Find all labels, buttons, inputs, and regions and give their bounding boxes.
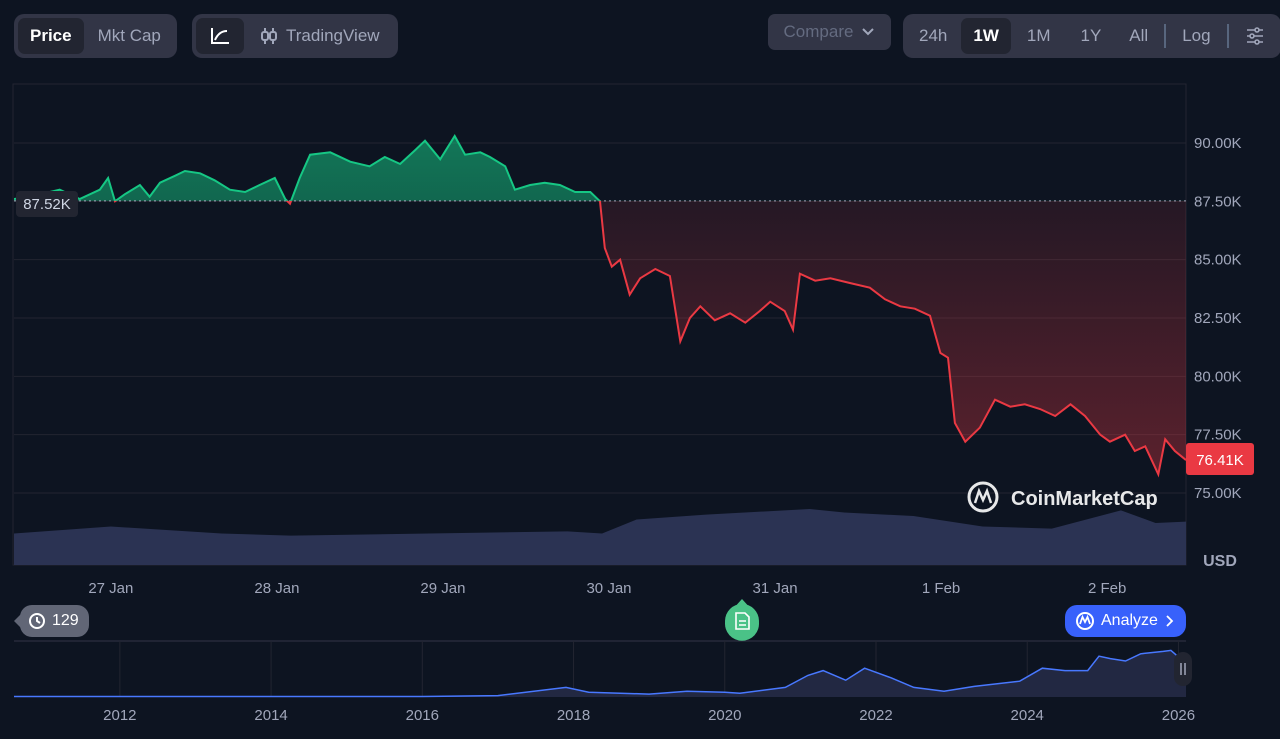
metric-toggle: Price Mkt Cap — [14, 14, 177, 58]
baseline-value: 87.52K — [23, 196, 71, 213]
price-area-above-baseline — [14, 136, 600, 201]
navigator-tick-label: 2024 — [1011, 707, 1044, 724]
x-tick-label: 30 Jan — [586, 580, 631, 597]
analyze-button[interactable]: Analyze — [1065, 605, 1186, 637]
y-tick-label: 90.00K — [1194, 135, 1242, 152]
navigator-tick-label: 2012 — [103, 707, 136, 724]
navigator-handle[interactable] — [1174, 652, 1192, 686]
sliders-icon — [1246, 27, 1263, 45]
news-marker[interactable] — [724, 599, 759, 641]
y-tick-label: 77.50K — [1194, 427, 1242, 444]
line-chart-icon — [211, 28, 229, 44]
log-scale-toggle[interactable]: Log — [1182, 26, 1211, 45]
watermark-text: CoinMarketCap — [1011, 488, 1158, 510]
y-tick-label: 75.00K — [1194, 485, 1242, 502]
range-1y[interactable]: 1Y — [1080, 26, 1102, 45]
price-tab[interactable]: Price — [18, 18, 84, 54]
chevron-down-icon — [862, 28, 875, 36]
currency-label: USD — [1203, 553, 1237, 570]
line-chart-button[interactable] — [196, 18, 244, 54]
settings-button[interactable] — [1233, 18, 1277, 54]
navigator-tick-label: 2020 — [708, 707, 741, 724]
navigator-tick-label: 2018 — [557, 707, 590, 724]
x-tick-label: 2 Feb — [1088, 580, 1126, 597]
y-tick-label: 80.00K — [1194, 368, 1242, 385]
tradingview-label: TradingView — [286, 26, 380, 45]
navigator-line — [14, 649, 1187, 698]
x-tick-label: 29 Jan — [420, 580, 465, 597]
document-icon — [735, 612, 750, 630]
navigator-tick-label: 2014 — [254, 707, 287, 724]
y-axis: 75.00K 77.50K 80.00K 82.50K 85.00K 87.50K 90.0… — [1194, 135, 1242, 502]
navigator-tick-label: 2026 — [1162, 707, 1195, 724]
coinmarketcap-logo-icon — [1076, 612, 1094, 630]
coinmarketcap-watermark: CoinMarketCap — [967, 481, 1158, 513]
x-tick-label: 27 Jan — [88, 580, 133, 597]
price-area-below-baseline — [14, 200, 1186, 475]
history-button[interactable]: 129 — [20, 605, 89, 637]
mkt-cap-tab[interactable]: Mkt Cap — [97, 26, 161, 45]
divider — [1226, 24, 1229, 48]
history-count: 129 — [52, 612, 79, 629]
history-pointer — [14, 614, 21, 628]
chart-type-toggle: TradingView — [192, 14, 398, 58]
divider — [1164, 24, 1167, 48]
price-line-down — [113, 200, 1186, 478]
tradingview-button[interactable]: TradingView — [246, 18, 394, 54]
x-tick-label: 31 Jan — [753, 580, 798, 597]
candlestick-icon — [261, 28, 277, 44]
compare-label: Compare — [783, 22, 854, 41]
range-24h[interactable]: 24h — [919, 26, 948, 45]
current-price: 76.41K — [1196, 452, 1244, 469]
compare-dropdown[interactable]: Compare — [768, 14, 891, 50]
x-axis: 27 Jan 28 Jan 29 Jan 30 Jan 31 Jan 1 Feb 2 Feb — [88, 580, 1126, 597]
range-1m[interactable]: 1M — [1026, 26, 1051, 45]
y-tick-label: 85.00K — [1194, 252, 1242, 269]
x-tick-label: 1 Feb — [922, 580, 960, 597]
range-all[interactable]: All — [1129, 26, 1149, 45]
volume-area — [14, 509, 1186, 565]
baseline-badge: 87.52K — [16, 191, 78, 217]
navigator-tick-label: 2016 — [406, 707, 439, 724]
y-tick-label: 82.50K — [1194, 310, 1242, 327]
analyze-label: Analyze — [1101, 612, 1158, 629]
y-tick-label: 87.50K — [1194, 193, 1242, 210]
x-tick-label: 28 Jan — [254, 580, 299, 597]
range-selector: 24h 1W 1M 1Y All Log — [903, 14, 1280, 58]
history-icon — [29, 613, 45, 629]
chevron-right-icon — [1166, 615, 1174, 627]
navigator-area — [14, 650, 1186, 697]
range-1w[interactable]: 1W — [961, 18, 1011, 54]
current-price-badge: 76.41K — [1186, 443, 1254, 475]
navigator-x-axis: 2012 2014 2016 2018 2020 2022 2024 2026 — [103, 707, 1195, 724]
price-line-up — [14, 134, 601, 201]
navigator-tick-label: 2022 — [859, 707, 892, 724]
